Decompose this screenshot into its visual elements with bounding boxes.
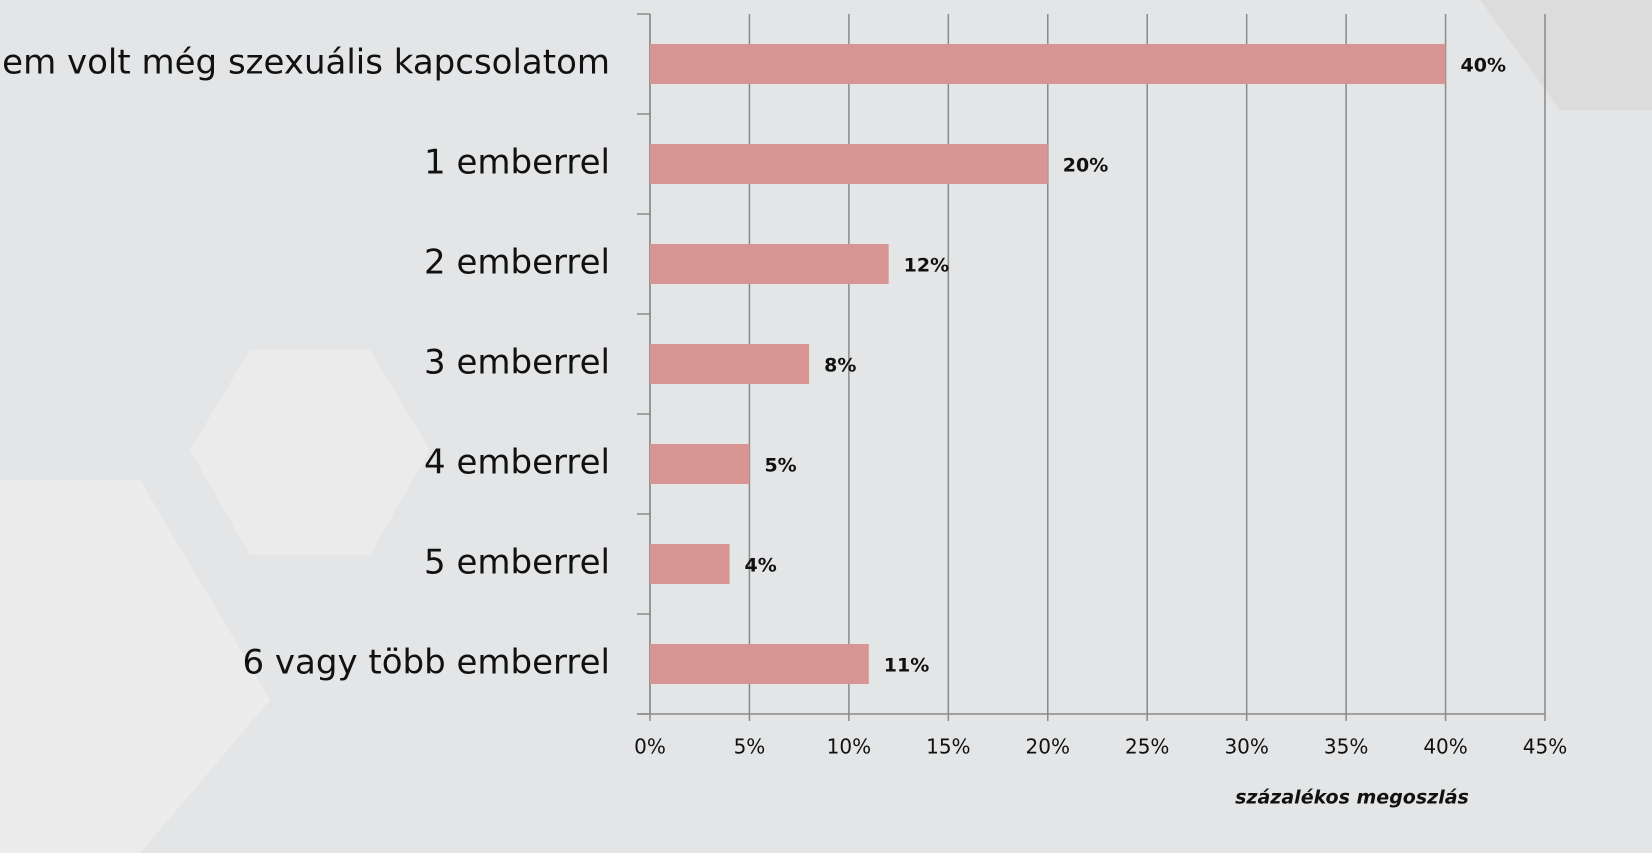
plot-area: 0% 5% 10% 15% 20% 25% 30% 35% 40% 45% nem volt még… [0,13,1567,759]
bar [650,144,1048,184]
x-tick-label: 45% [1523,735,1567,759]
x-tick-label: 30% [1224,735,1268,759]
x-tick-label: 35% [1324,735,1368,759]
y-tick-label: 1 emberrel [424,143,610,183]
x-tick-label: 0% [634,735,666,759]
value-label: 40% [1461,55,1506,77]
value-label: 4% [745,555,777,577]
x-tick-label: 5% [734,735,766,759]
x-tick-label: 25% [1125,735,1169,759]
value-label: 8% [824,355,856,377]
x-tick-label: 15% [926,735,970,759]
x-tick-label: 20% [1026,735,1070,759]
value-label: 20% [1063,155,1108,177]
x-axis-title: százalékos megoszlás [1235,787,1469,809]
bar [650,44,1446,84]
background-hexagon [0,480,270,853]
bar [650,444,750,484]
bar [650,344,810,384]
bar [650,644,869,684]
y-tick-label: 3 emberrel [424,343,610,383]
y-tick-label: 2 emberrel [424,243,610,283]
y-tick-label: 5 emberrel [424,543,610,583]
value-label: 5% [764,455,796,477]
value-label: 11% [884,655,929,677]
value-label: 12% [904,255,949,277]
background-hexagon [190,350,430,555]
x-tick-label: 10% [827,735,871,759]
y-tick-label: 6 vagy több emberrel [242,643,610,683]
bar [650,544,730,584]
bar [650,244,889,284]
x-tick-label: 40% [1423,735,1467,759]
background-hexagon [1480,0,1652,110]
y-tick-label: 4 emberrel [424,443,610,483]
y-tick-label: nem volt még szexuális kapcsolatom [0,43,610,83]
